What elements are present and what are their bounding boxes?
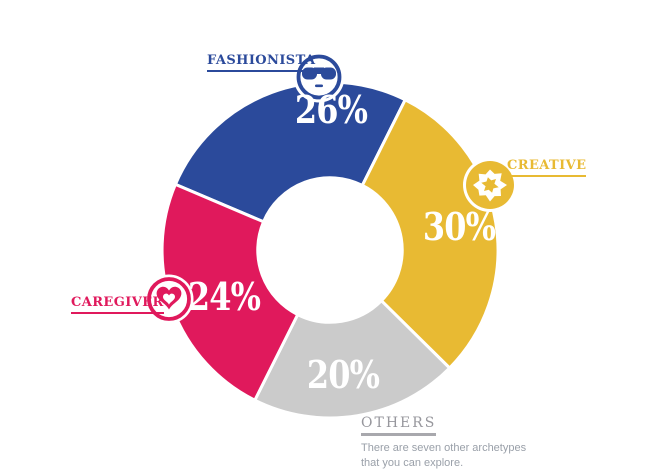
label-fashionista: FASHIONISTA (207, 54, 316, 72)
label-caregiver: CAREGIVER (71, 296, 164, 314)
chart-icons (144, 51, 517, 324)
others-description-line1: There are seven other archetypes (361, 442, 527, 454)
segment-value-fashionista: 26% (294, 87, 368, 132)
label-creative: CREATIVE (507, 159, 587, 177)
pie-segment-fashionista (173, 80, 408, 224)
icon-ring (296, 54, 342, 100)
pie-segment-creative (360, 97, 500, 371)
paint-splatter-icon (463, 158, 517, 212)
sunglasses-face-icon (293, 51, 345, 103)
segment-value-caregiver: 24% (187, 274, 261, 319)
pie-segment-others (252, 298, 452, 420)
others-description: There are seven other archetypes that yo… (361, 441, 526, 471)
pie-segment-caregiver (160, 182, 300, 403)
heart-icon (144, 274, 194, 324)
others-description-line2: that you can explore. (361, 457, 464, 469)
segment-value-others: 20% (306, 352, 380, 397)
label-others: OTHERS (361, 416, 437, 436)
segment-value-creative: 30% (422, 204, 496, 249)
